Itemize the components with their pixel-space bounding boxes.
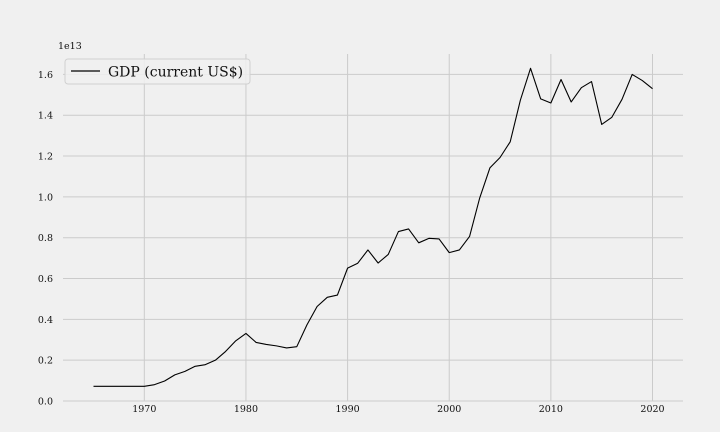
y-axis-offset-label: 1e13 [58,41,82,52]
y-tick-label: 0.8 [38,233,53,244]
x-grid-lines [143,54,654,401]
y-grid-lines [63,73,683,402]
x-tick-label: 2000 [437,404,461,415]
legend-entry-gdp: GDP (current US$) [108,65,243,81]
x-tick-label: 2020 [640,404,664,415]
x-tick-label: 2010 [539,404,563,415]
y-tick-label: 1.2 [38,152,53,163]
y-tick-label: 0.0 [38,397,53,408]
y-tick-labels: 0.0 0.2 0.4 0.6 0.8 1.0 1.2 1.4 1.6 [38,70,53,408]
y-tick-label: 0.6 [38,274,53,285]
y-tick-label: 0.2 [38,356,53,367]
x-tick-labels: 1970 1980 1990 2000 2010 2020 [132,404,664,415]
legend: GDP (current US$) [64,58,251,85]
y-tick-label: 1.0 [38,192,53,203]
x-tick-label: 1980 [234,404,258,415]
y-tick-label: 1.4 [38,111,53,122]
x-tick-label: 1970 [132,404,156,415]
y-tick-label: 1.6 [38,70,53,81]
series-lines [93,67,653,387]
series-line-gdp [93,67,653,387]
x-tick-label: 1990 [335,404,359,415]
y-tick-label: 0.4 [38,315,53,326]
legend-box [64,58,251,85]
